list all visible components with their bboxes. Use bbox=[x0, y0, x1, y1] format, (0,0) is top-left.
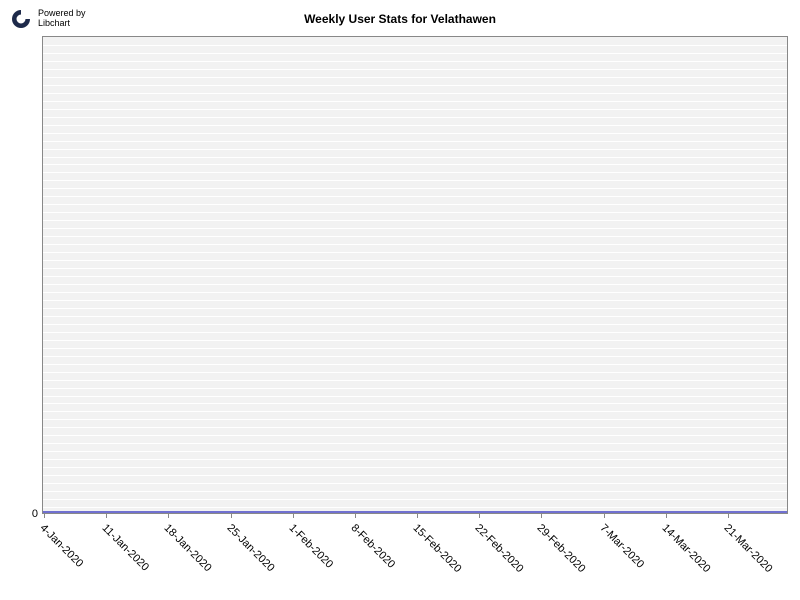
chart-title: Weekly User Stats for Velathawen bbox=[0, 12, 800, 26]
x-tick bbox=[541, 514, 542, 518]
gridline bbox=[43, 133, 787, 134]
gridline bbox=[43, 276, 787, 277]
gridline bbox=[43, 172, 787, 173]
x-tick-label: 15-Feb-2020 bbox=[411, 522, 464, 575]
gridline bbox=[43, 125, 787, 126]
gridline bbox=[43, 77, 787, 78]
gridline bbox=[43, 396, 787, 397]
x-tick-label: 14-Mar-2020 bbox=[659, 522, 712, 575]
gridline bbox=[43, 411, 787, 412]
x-tick bbox=[728, 514, 729, 518]
x-tick bbox=[231, 514, 232, 518]
x-tick-label: 7-Mar-2020 bbox=[597, 522, 646, 571]
gridline bbox=[43, 180, 787, 181]
gridline bbox=[43, 53, 787, 54]
x-tick bbox=[44, 514, 45, 518]
gridline bbox=[43, 300, 787, 301]
gridline bbox=[43, 348, 787, 349]
gridline bbox=[43, 212, 787, 213]
x-tick bbox=[293, 514, 294, 518]
gridline bbox=[43, 340, 787, 341]
gridline bbox=[43, 157, 787, 158]
x-tick bbox=[355, 514, 356, 518]
gridline bbox=[43, 45, 787, 46]
x-tick-label: 18-Jan-2020 bbox=[162, 522, 214, 574]
x-tick-label: 1-Feb-2020 bbox=[286, 522, 335, 571]
gridline bbox=[43, 483, 787, 484]
gridline bbox=[43, 435, 787, 436]
x-tick bbox=[106, 514, 107, 518]
gridline bbox=[43, 164, 787, 165]
x-tick bbox=[417, 514, 418, 518]
gridline bbox=[43, 101, 787, 102]
gridline bbox=[43, 85, 787, 86]
x-tick-label: 25-Jan-2020 bbox=[224, 522, 276, 574]
gridline bbox=[43, 260, 787, 261]
gridline bbox=[43, 268, 787, 269]
gridline bbox=[43, 69, 787, 70]
gridline bbox=[43, 364, 787, 365]
gridline bbox=[43, 443, 787, 444]
gridline bbox=[43, 388, 787, 389]
gridline bbox=[43, 372, 787, 373]
gridline bbox=[43, 228, 787, 229]
gridline bbox=[43, 332, 787, 333]
x-tick bbox=[168, 514, 169, 518]
x-tick-label: 22-Feb-2020 bbox=[473, 522, 526, 575]
gridline bbox=[43, 292, 787, 293]
gridline bbox=[43, 188, 787, 189]
gridline bbox=[43, 308, 787, 309]
gridline bbox=[43, 236, 787, 237]
x-tick-label: 11-Jan-2020 bbox=[100, 522, 152, 574]
x-tick-label: 29-Feb-2020 bbox=[535, 522, 588, 575]
gridline bbox=[43, 427, 787, 428]
gridline bbox=[43, 284, 787, 285]
gridline bbox=[43, 380, 787, 381]
gridline bbox=[43, 324, 787, 325]
gridline bbox=[43, 451, 787, 452]
gridline bbox=[43, 491, 787, 492]
gridline bbox=[43, 507, 787, 508]
y-tick-label: 0 bbox=[32, 508, 38, 520]
plot-area bbox=[42, 36, 788, 514]
gridline bbox=[43, 419, 787, 420]
gridline bbox=[43, 475, 787, 476]
x-tick bbox=[479, 514, 480, 518]
gridline bbox=[43, 499, 787, 500]
gridline bbox=[43, 356, 787, 357]
gridline bbox=[43, 61, 787, 62]
x-tick-label: 4-Jan-2020 bbox=[38, 522, 86, 570]
gridline bbox=[43, 403, 787, 404]
gridline bbox=[43, 204, 787, 205]
gridline bbox=[43, 149, 787, 150]
gridline bbox=[43, 467, 787, 468]
gridline bbox=[43, 316, 787, 317]
x-tick-label: 8-Feb-2020 bbox=[348, 522, 397, 571]
gridline bbox=[43, 252, 787, 253]
gridline bbox=[43, 196, 787, 197]
gridline bbox=[43, 141, 787, 142]
gridline bbox=[43, 244, 787, 245]
x-tick-label: 21-Mar-2020 bbox=[721, 522, 774, 575]
x-tick bbox=[666, 514, 667, 518]
gridline bbox=[43, 117, 787, 118]
gridline bbox=[43, 459, 787, 460]
gridline bbox=[43, 93, 787, 94]
gridline bbox=[43, 220, 787, 221]
gridline bbox=[43, 109, 787, 110]
x-tick bbox=[604, 514, 605, 518]
data-series-line bbox=[43, 511, 787, 513]
